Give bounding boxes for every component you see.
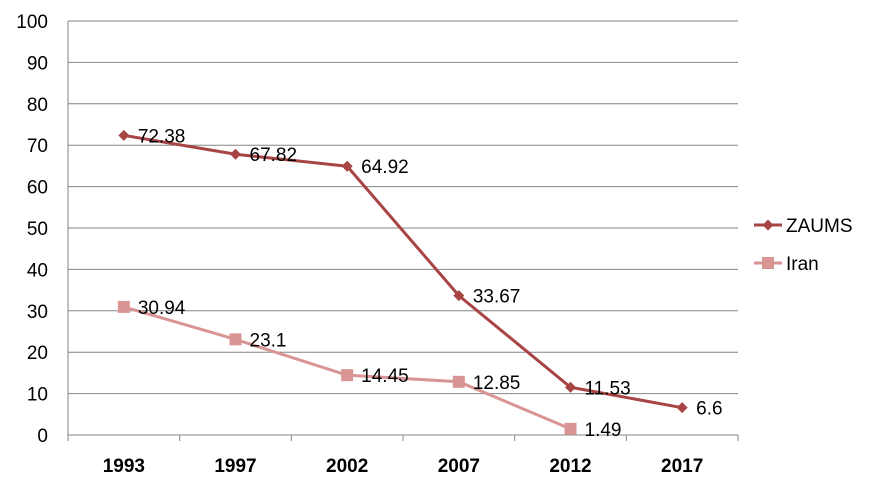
y-tick-label: 20 <box>27 343 48 364</box>
y-tick-label: 30 <box>27 302 48 323</box>
data-point <box>452 375 465 388</box>
data-labels: 72.38 67.82 64.92 33.67 11.53 6.6 30.94 23.1 14.… <box>138 126 723 440</box>
x-tick-label: 2002 <box>326 456 368 477</box>
y-tick-label: 0 <box>37 426 48 447</box>
legend: ZAUMS Iran <box>754 216 853 275</box>
x-tick-label: 2012 <box>549 456 591 477</box>
legend-label: ZAUMS <box>786 216 853 237</box>
legend-label: Iran <box>786 254 819 275</box>
data-label: 72.38 <box>138 126 186 147</box>
data-label: 11.53 <box>585 378 631 399</box>
y-tick-label: 50 <box>27 219 48 240</box>
data-label: 1.49 <box>585 420 622 441</box>
series <box>117 129 688 435</box>
series-line <box>123 305 572 431</box>
data-point <box>341 160 353 172</box>
y-tick-label: 10 <box>27 385 48 406</box>
data-label: 64.92 <box>361 157 409 178</box>
data-point <box>676 402 688 414</box>
data-label: 23.1 <box>250 330 287 351</box>
legend-marker <box>762 219 774 231</box>
y-tick-label: 60 <box>27 178 48 199</box>
data-point <box>118 129 130 141</box>
x-tick-label: 1997 <box>214 456 256 477</box>
data-point <box>341 369 354 382</box>
y-tick-label: 40 <box>27 260 48 281</box>
series-line <box>123 133 683 410</box>
data-label: 67.82 <box>250 145 298 166</box>
series-iran <box>117 300 577 435</box>
y-tick-label: 100 <box>16 12 48 33</box>
data-label: 33.67 <box>473 287 521 308</box>
legend-item-zaums: ZAUMS <box>754 216 853 237</box>
legend-item-iran: Iran <box>754 254 819 275</box>
data-point <box>565 381 576 393</box>
data-label: 30.94 <box>138 298 186 319</box>
x-tick-label: 1993 <box>103 456 145 477</box>
data-point <box>564 422 577 435</box>
y-tick-label: 70 <box>27 136 48 157</box>
data-label: 6.6 <box>696 399 722 420</box>
series-zaums <box>118 129 688 414</box>
data-point <box>117 300 130 313</box>
data-label: 14.45 <box>361 366 409 387</box>
y-tick-label: 90 <box>27 53 48 74</box>
legend-marker <box>762 257 774 269</box>
data-point <box>230 148 241 160</box>
x-tick-label: 2017 <box>661 456 703 477</box>
grid <box>68 20 738 395</box>
y-tick-label: 80 <box>27 95 48 116</box>
data-label: 12.85 <box>473 373 521 394</box>
x-tick-label: 2007 <box>438 456 480 477</box>
axes: 0 10 20 30 40 50 60 70 80 90 100 1993 1997 2002 2007 20… <box>16 12 739 477</box>
data-point <box>229 333 242 346</box>
data-point <box>453 290 465 302</box>
